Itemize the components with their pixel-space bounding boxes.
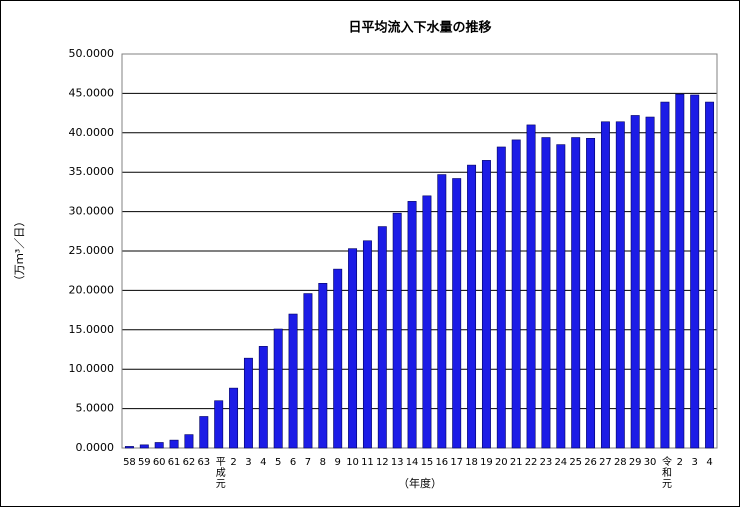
bar — [675, 93, 685, 449]
bar — [377, 226, 387, 449]
bar — [452, 178, 462, 449]
bar — [273, 328, 283, 449]
bar — [139, 444, 149, 449]
x-tick-label: 29 — [629, 457, 642, 468]
bar — [214, 400, 224, 449]
x-tick-label: 60 — [153, 457, 166, 468]
bar — [318, 283, 328, 449]
bar — [437, 174, 447, 449]
y-tick-label: 15.0000 — [69, 323, 115, 336]
x-tick-label: 17 — [450, 457, 463, 468]
bar — [392, 212, 402, 449]
bar — [660, 101, 670, 449]
bar — [600, 121, 610, 449]
bar — [333, 268, 343, 449]
bar — [243, 357, 253, 449]
y-tick-label: 30.0000 — [69, 205, 115, 218]
bar — [169, 439, 179, 449]
bar — [511, 139, 521, 449]
bar — [303, 293, 313, 449]
x-tick-label: 58 — [123, 457, 136, 468]
bar — [526, 124, 536, 449]
bar — [184, 434, 194, 449]
x-tick-label: 14 — [406, 457, 419, 468]
x-tick-label: 2 — [677, 457, 683, 468]
y-tick-label: 25.0000 — [69, 244, 115, 257]
x-tick-label: 27 — [599, 457, 612, 468]
bar — [422, 195, 432, 449]
x-tick-label: 13 — [391, 457, 404, 468]
x-tick-label: 3 — [245, 457, 251, 468]
plot-area — [121, 53, 718, 449]
bar — [362, 240, 372, 449]
x-tick-label: 28 — [614, 457, 627, 468]
x-tick-label: 20 — [495, 457, 508, 468]
bar — [258, 346, 268, 449]
x-tick-label: 30 — [644, 457, 657, 468]
bar — [690, 94, 700, 449]
x-tick-label: 59 — [138, 457, 151, 468]
x-axis-label: （年度） — [398, 476, 442, 490]
x-tick-label: 19 — [480, 457, 493, 468]
bar — [199, 416, 209, 449]
x-tick-label: 6 — [290, 457, 296, 468]
x-tick-label: 63 — [197, 457, 210, 468]
bar — [556, 144, 566, 449]
x-tick-label: 12 — [376, 457, 389, 468]
x-tick-label: 令和元 — [659, 455, 671, 489]
bar — [407, 201, 417, 449]
x-tick-label: 10 — [346, 457, 359, 468]
x-tick-label: 4 — [706, 457, 712, 468]
x-tick-label: 8 — [320, 457, 326, 468]
x-tick-label: 9 — [335, 457, 341, 468]
x-tick-label: 16 — [435, 457, 448, 468]
y-axis-label: （万ｍ³／日） — [13, 216, 26, 286]
y-tick-label: 20.0000 — [69, 283, 115, 296]
x-tick-label: 平成元 — [213, 456, 225, 489]
bar — [229, 387, 239, 449]
bar — [541, 137, 551, 449]
x-tick-label: 7 — [305, 457, 311, 468]
x-tick-label: 62 — [183, 457, 196, 468]
x-tick-label: 24 — [554, 457, 567, 468]
bar — [154, 442, 164, 449]
x-tick-label: 18 — [465, 457, 478, 468]
x-tick-label: 2 — [230, 457, 236, 468]
bar — [467, 164, 477, 449]
x-tick-label: 23 — [540, 457, 553, 468]
x-tick-label: 4 — [260, 457, 266, 468]
y-tick-label: 5.0000 — [76, 402, 115, 415]
y-tick-label: 35.0000 — [69, 165, 115, 178]
bar — [645, 116, 655, 449]
x-tick-label: 11 — [361, 457, 374, 468]
bar — [630, 115, 640, 449]
bar — [124, 446, 134, 449]
bar — [705, 101, 715, 449]
bar — [496, 146, 506, 449]
x-tick-label: 21 — [510, 457, 523, 468]
y-tick-label: 0.0000 — [76, 441, 115, 454]
x-tick-label: 3 — [692, 457, 698, 468]
y-tick-label: 40.0000 — [69, 126, 115, 139]
bar — [481, 160, 491, 449]
x-tick-label: 26 — [584, 457, 597, 468]
bar — [288, 313, 298, 449]
bar — [348, 248, 358, 449]
y-tick-label: 10.0000 — [69, 362, 115, 375]
x-tick-label: 5 — [275, 457, 281, 468]
x-tick-label: 22 — [525, 457, 538, 468]
bar — [615, 121, 625, 449]
y-tick-label: 50.0000 — [69, 47, 115, 60]
chart-title: 日平均流入下水量の推移 — [348, 20, 491, 36]
x-tick-label: 61 — [168, 457, 181, 468]
bar — [586, 138, 596, 449]
x-tick-label: 15 — [421, 457, 434, 468]
y-tick-label: 45.0000 — [69, 86, 115, 99]
bar — [571, 137, 581, 449]
x-tick-label: 25 — [569, 457, 582, 468]
